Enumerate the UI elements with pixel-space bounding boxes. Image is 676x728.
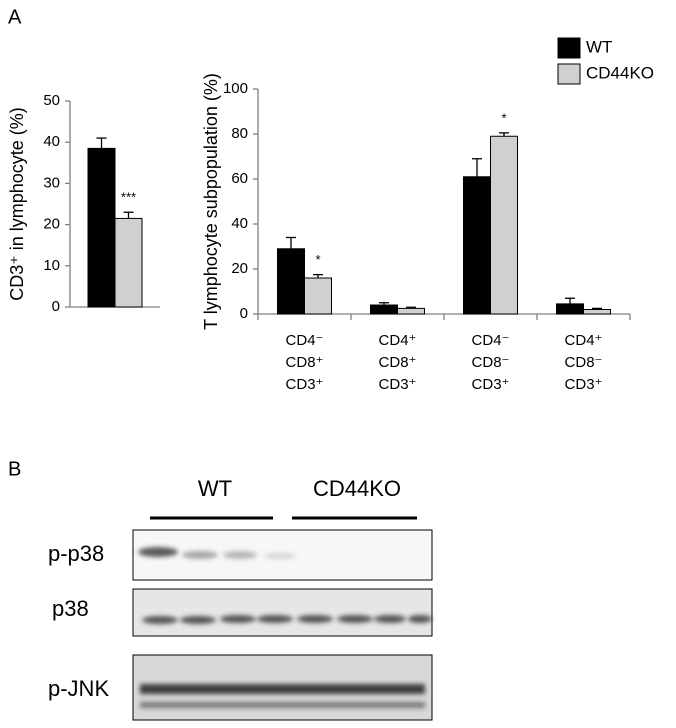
bar [277,248,305,315]
bar [397,307,425,315]
significance: * [315,252,320,267]
x-tick-label: CD4⁺ [565,332,603,349]
x-tick-label: CD4⁻ [472,332,510,349]
y-axis-label: CD3⁺ in lymphocyte (%) [7,107,27,301]
y-tick-label: 50 [43,92,60,109]
significance: *** [121,190,136,205]
legend-swatch [557,37,581,59]
bar [490,135,518,315]
x-tick-label: CD8⁻ [565,354,603,371]
panel-label: A [8,6,22,28]
y-tick-label: 20 [43,216,60,233]
x-tick-label: CD4⁺ [379,332,417,349]
y-tick-label: 30 [43,174,60,191]
panel-label: B [8,458,21,480]
x-tick-label: CD3⁺ [286,376,324,393]
y-tick-label: 40 [231,215,248,232]
y-tick-label: 60 [231,170,248,187]
y-tick-label: 40 [43,133,60,150]
y-tick-label: 100 [223,80,248,97]
y-tick-label: 80 [231,125,248,142]
y-tick-label: 20 [231,260,248,277]
x-tick-label: CD4⁻ [286,332,324,349]
y-axis-label: T lymphocyte subpopulation (%) [201,73,221,330]
row-label: p-JNK [48,676,109,701]
x-tick-label: CD3⁺ [472,376,510,393]
x-tick-label: CD8⁺ [286,354,324,371]
significance: * [501,110,506,125]
bar [463,176,491,315]
legend-label: CD44KO [586,63,654,82]
row-label: p-p38 [48,541,104,566]
bar [370,304,398,315]
bar [583,309,611,315]
bar [304,277,332,315]
legend-label: WT [586,37,612,56]
blot-image [132,529,433,721]
x-tick-label: CD8⁺ [379,354,417,371]
group-label: WT [198,476,232,501]
x-tick-label: CD3⁺ [565,376,603,393]
y-tick-label: 0 [52,298,60,315]
bar [556,303,584,315]
legend-swatch [557,63,581,85]
group-label: CD44KO [313,476,401,501]
bar [87,147,116,308]
y-tick-label: 0 [240,305,248,322]
x-tick-label: CD3⁺ [379,376,417,393]
row-label: p38 [52,596,89,621]
bar [114,217,143,308]
y-tick-label: 10 [43,257,60,274]
x-tick-label: CD8⁻ [472,354,510,371]
